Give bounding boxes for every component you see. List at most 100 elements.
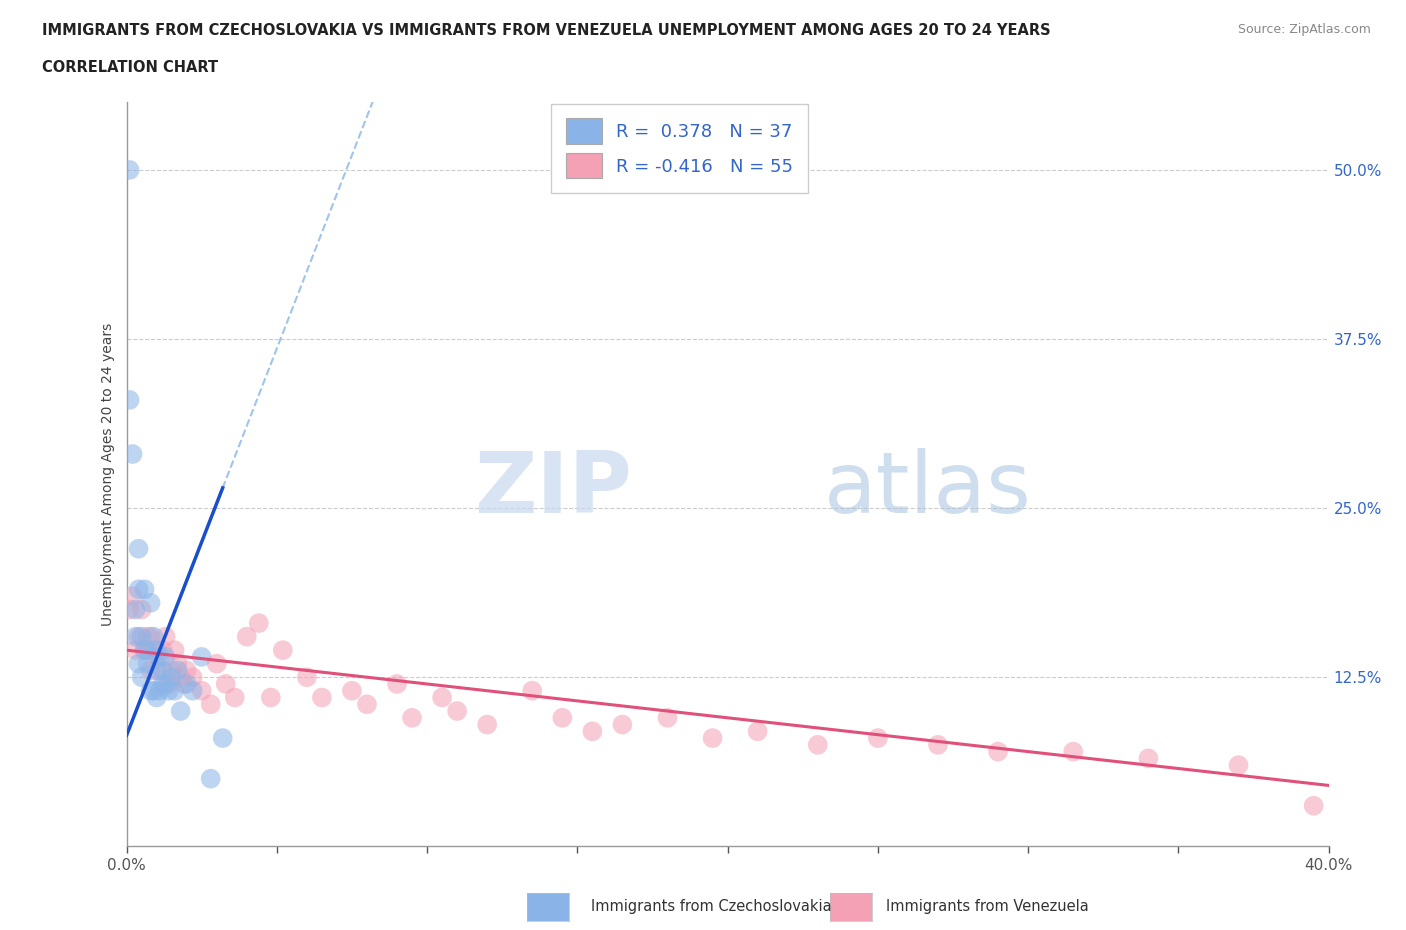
- Y-axis label: Unemployment Among Ages 20 to 24 years: Unemployment Among Ages 20 to 24 years: [101, 323, 115, 626]
- Point: [176, 676, 198, 691]
- Point: [173, 676, 195, 691]
- Point: [131, 630, 153, 644]
- Point: [215, 676, 238, 691]
- Point: [155, 630, 177, 644]
- Text: IMMIGRANTS FROM CZECHOSLOVAKIA VS IMMIGRANTS FROM VENEZUELA UNEMPLOYMENT AMONG A: IMMIGRANTS FROM CZECHOSLOVAKIA VS IMMIGR…: [42, 23, 1050, 38]
- Point: [927, 737, 949, 752]
- Legend: R =  0.378   N = 37, R = -0.416   N = 55: R = 0.378 N = 37, R = -0.416 N = 55: [551, 104, 807, 193]
- Point: [657, 711, 679, 725]
- Point: [139, 595, 162, 610]
- Point: [401, 711, 423, 725]
- Point: [124, 643, 146, 658]
- Point: [131, 602, 153, 617]
- Point: [152, 676, 174, 691]
- Point: [121, 446, 143, 461]
- Point: [160, 670, 183, 684]
- Point: [190, 684, 212, 698]
- Text: Immigrants from Venezuela: Immigrants from Venezuela: [886, 899, 1088, 914]
- Point: [118, 392, 141, 407]
- Point: [295, 670, 318, 684]
- Point: [134, 582, 156, 597]
- Point: [118, 602, 141, 617]
- Point: [1062, 744, 1084, 759]
- Text: Source: ZipAtlas.com: Source: ZipAtlas.com: [1237, 23, 1371, 36]
- Point: [311, 690, 333, 705]
- Point: [475, 717, 498, 732]
- Point: [987, 744, 1010, 759]
- Point: [118, 163, 141, 178]
- Point: [139, 630, 162, 644]
- Point: [200, 697, 222, 711]
- Point: [128, 541, 150, 556]
- Point: [145, 649, 167, 664]
- Point: [224, 690, 246, 705]
- Point: [136, 630, 159, 644]
- Point: [181, 684, 204, 698]
- Point: [205, 657, 228, 671]
- Point: [446, 704, 468, 719]
- Point: [163, 643, 186, 658]
- Point: [149, 663, 172, 678]
- Point: [134, 643, 156, 658]
- Point: [128, 582, 150, 597]
- Point: [160, 663, 183, 678]
- Point: [149, 684, 172, 698]
- Point: [145, 690, 167, 705]
- Point: [190, 649, 212, 664]
- Point: [139, 663, 162, 678]
- Point: [385, 676, 408, 691]
- Point: [155, 649, 177, 664]
- Point: [142, 643, 165, 658]
- Point: [166, 663, 188, 678]
- Point: [581, 724, 603, 738]
- Point: [702, 731, 724, 746]
- Point: [235, 630, 259, 644]
- Point: [551, 711, 574, 725]
- Point: [807, 737, 830, 752]
- Point: [169, 670, 191, 684]
- Point: [128, 630, 150, 644]
- Point: [260, 690, 283, 705]
- Point: [163, 684, 186, 698]
- Text: CORRELATION CHART: CORRELATION CHART: [42, 60, 218, 75]
- Point: [211, 731, 233, 746]
- Point: [142, 684, 165, 698]
- Point: [612, 717, 634, 732]
- Point: [169, 704, 191, 719]
- Point: [145, 663, 167, 678]
- Point: [152, 663, 174, 678]
- Point: [121, 589, 143, 604]
- Point: [136, 657, 159, 671]
- Point: [747, 724, 769, 738]
- Point: [271, 643, 294, 658]
- Point: [124, 602, 146, 617]
- Point: [134, 643, 156, 658]
- Point: [124, 630, 146, 644]
- Point: [149, 649, 172, 664]
- Point: [356, 697, 378, 711]
- Point: [136, 643, 159, 658]
- Point: [181, 670, 204, 684]
- Point: [176, 663, 198, 678]
- Point: [247, 616, 270, 631]
- Text: atlas: atlas: [824, 447, 1032, 531]
- Text: ZIP: ZIP: [474, 447, 631, 531]
- Point: [142, 630, 165, 644]
- Point: [1302, 798, 1324, 813]
- Point: [139, 684, 162, 698]
- Point: [166, 657, 188, 671]
- Point: [157, 676, 180, 691]
- Point: [522, 684, 544, 698]
- Point: [131, 670, 153, 684]
- Point: [152, 643, 174, 658]
- Point: [430, 690, 453, 705]
- Point: [1137, 751, 1160, 765]
- Point: [866, 731, 889, 746]
- Point: [200, 771, 222, 786]
- Text: Immigrants from Czechoslovakia: Immigrants from Czechoslovakia: [591, 899, 831, 914]
- Point: [340, 684, 363, 698]
- Point: [145, 643, 167, 658]
- Point: [157, 684, 180, 698]
- Point: [1227, 758, 1250, 773]
- Point: [128, 657, 150, 671]
